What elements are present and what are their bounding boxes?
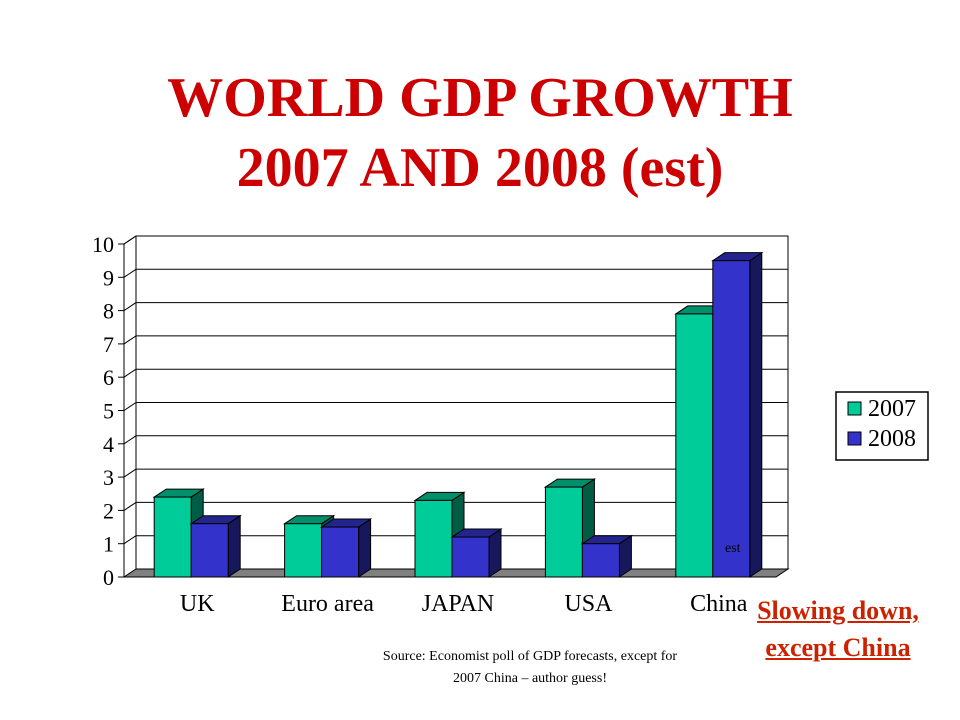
y-tick-label: 5: [103, 399, 114, 424]
bar: [414, 499, 453, 578]
bar: [451, 536, 490, 578]
y-tick-label: 4: [103, 432, 114, 457]
gridline-side: [123, 468, 137, 478]
bar: [190, 523, 229, 578]
y-tick-label: 6: [103, 365, 114, 390]
bar: [544, 486, 583, 578]
x-tick-label: USA: [564, 591, 613, 617]
y-axis-top-edge: [123, 235, 137, 245]
legend-swatch: [847, 401, 862, 416]
y-axis-ticks: 0 1 2 3 4 5 6 7 8 9 10: [92, 232, 124, 590]
x-tick-label: China: [690, 591, 748, 617]
y-tick-label: 7: [103, 332, 114, 357]
gridline-side: [123, 435, 137, 445]
bar: [321, 526, 360, 578]
bar: [581, 543, 620, 578]
bar: [153, 496, 192, 578]
gridline-side: [123, 501, 137, 511]
bar-side: [227, 514, 241, 578]
y-tick-label: 9: [103, 265, 114, 290]
slowing-down-note: Slowing down, except China: [757, 596, 919, 662]
chart-title-line2: 2007 AND 2008 (est): [236, 137, 724, 199]
y-tick-label: 0: [103, 565, 114, 590]
y-tick-label: 2: [103, 498, 114, 523]
x-axis-labels: UK Euro area JAPAN USA China: [180, 591, 748, 617]
source-note: Source: Economist poll of GDP forecasts,…: [382, 649, 678, 686]
chart-title-line1: WORLD GDP GROWTH: [167, 67, 793, 129]
annotations: est: [725, 541, 741, 556]
x-tick-label: JAPAN: [422, 591, 494, 617]
y-tick-label: 8: [103, 299, 114, 324]
y-tick-label: 10: [92, 232, 114, 257]
gridline-side: [123, 268, 137, 278]
gridline-side: [123, 302, 137, 312]
bar: [712, 260, 751, 578]
x-tick-label: Euro area: [281, 591, 374, 617]
bar-side: [358, 518, 372, 578]
gridline-side: [123, 335, 137, 345]
y-tick-label: 1: [103, 532, 114, 557]
x-tick-label: UK: [180, 591, 215, 617]
bars: [152, 251, 764, 578]
y-tick-label: 3: [103, 465, 114, 490]
gridline-side: [123, 368, 137, 378]
legend-label: 2007: [868, 396, 916, 422]
annotation-label: est: [725, 541, 741, 556]
bar: [675, 313, 714, 578]
legend: 2007 2008: [835, 391, 929, 461]
gridline-side: [123, 535, 137, 545]
bar: [284, 523, 323, 578]
gridline-side: [123, 402, 137, 411]
bar-side: [749, 251, 763, 578]
legend-label: 2008: [868, 426, 916, 452]
legend-swatch: [847, 431, 862, 446]
